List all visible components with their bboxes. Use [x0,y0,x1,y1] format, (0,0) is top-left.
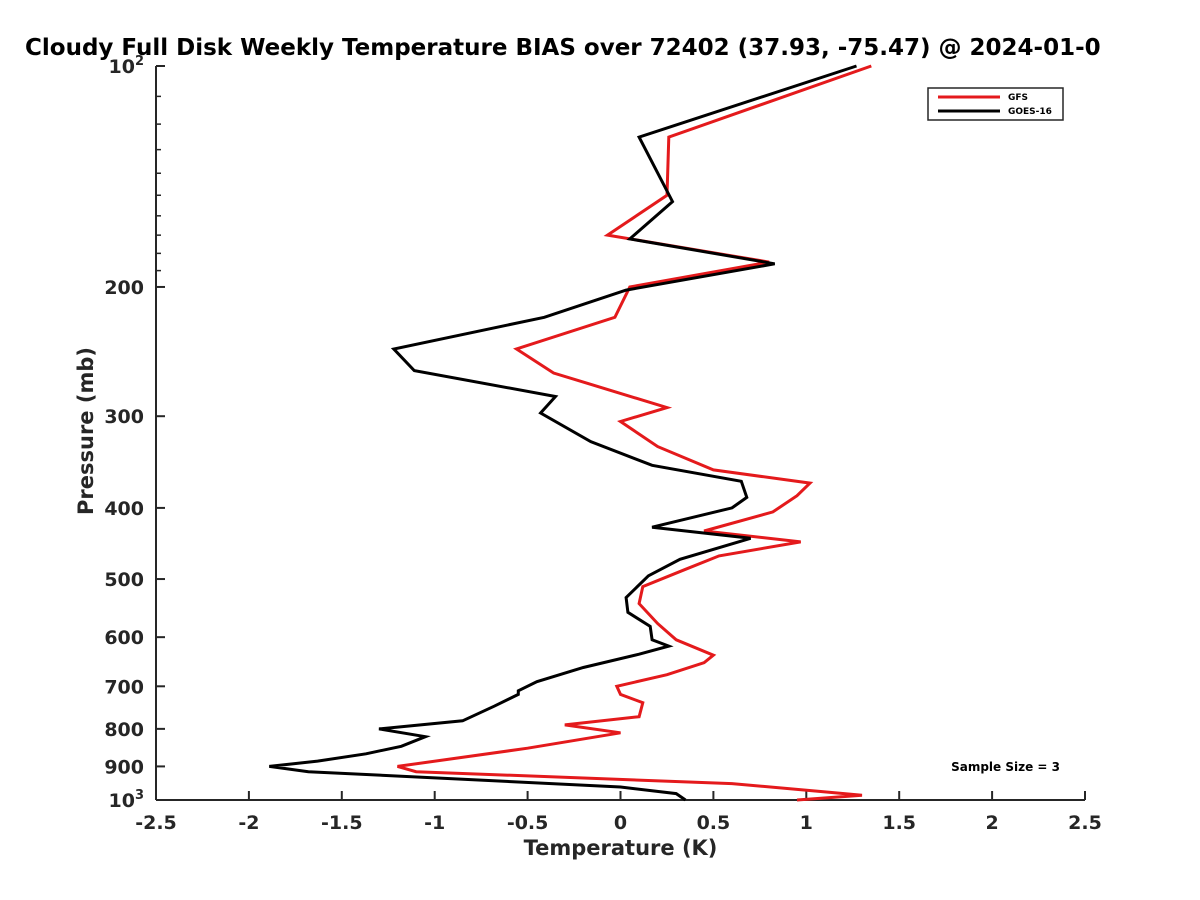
y-tick-label-base: 900 [104,756,144,778]
y-tick-label-base: 300 [104,406,144,428]
chart-title: Cloudy Full Disk Weekly Temperature BIAS… [25,35,1101,61]
y-tick-label-base: 200 [104,277,144,299]
sample-size-annotation: Sample Size = 3 [951,760,1060,774]
y-tick-label: 600 [104,627,144,649]
y-tick-label: 400 [104,498,144,520]
legend-label: GOES-16 [1008,107,1052,117]
y-tick-label: 103 [109,788,145,812]
x-axis-label: Temperature (K) [524,836,718,860]
y-tick-label: 800 [104,719,144,741]
y-tick-label: 102 [109,54,145,78]
y-axis-label: Pressure (mb) [74,347,98,515]
series-line-gfs [397,64,872,802]
x-tick-label: -1.5 [321,812,363,834]
y-tick-label: 700 [104,676,144,698]
y-tick-label-base: 800 [104,719,144,741]
y-tick-label: 300 [104,406,144,428]
series-lines [269,64,872,802]
y-tick-label-base: 700 [104,676,144,698]
legend: GFS GOES-16 [927,87,1064,121]
x-tick-label: -2.5 [135,812,177,834]
axes [155,66,1085,801]
y-tick-label-base: 400 [104,498,144,520]
x-tick-label: 2 [985,812,998,834]
y-tick-label-base: 500 [104,569,144,591]
x-tick-label: 1 [800,812,813,834]
x-tick-label: -2 [238,812,259,834]
legend-box [927,87,1064,121]
y-tick-label-exponent: 3 [135,788,144,803]
x-tick-label: 0.5 [697,812,731,834]
x-tick-label: -0.5 [507,812,549,834]
x-tick-label: -1 [424,812,445,834]
x-axis-ticks: -2.5 -2 -1.5 -1 -0.5 0 0.5 1 1.5 2 2.5 [135,791,1102,834]
y-tick-label-base: 10 [109,790,135,812]
x-tick-label: 0 [614,812,627,834]
x-tick-label: 2.5 [1068,812,1102,834]
y-tick-label: 900 [104,756,144,778]
y-tick-label: 500 [104,569,144,591]
legend-label: GFS [1008,93,1028,103]
x-tick-label: 1.5 [882,812,916,834]
y-tick-label: 200 [104,277,144,299]
series-line-goes-16 [269,64,857,802]
y-tick-label-exponent: 2 [135,54,144,69]
y-tick-label-base: 600 [104,627,144,649]
y-tick-label-base: 10 [109,56,135,78]
